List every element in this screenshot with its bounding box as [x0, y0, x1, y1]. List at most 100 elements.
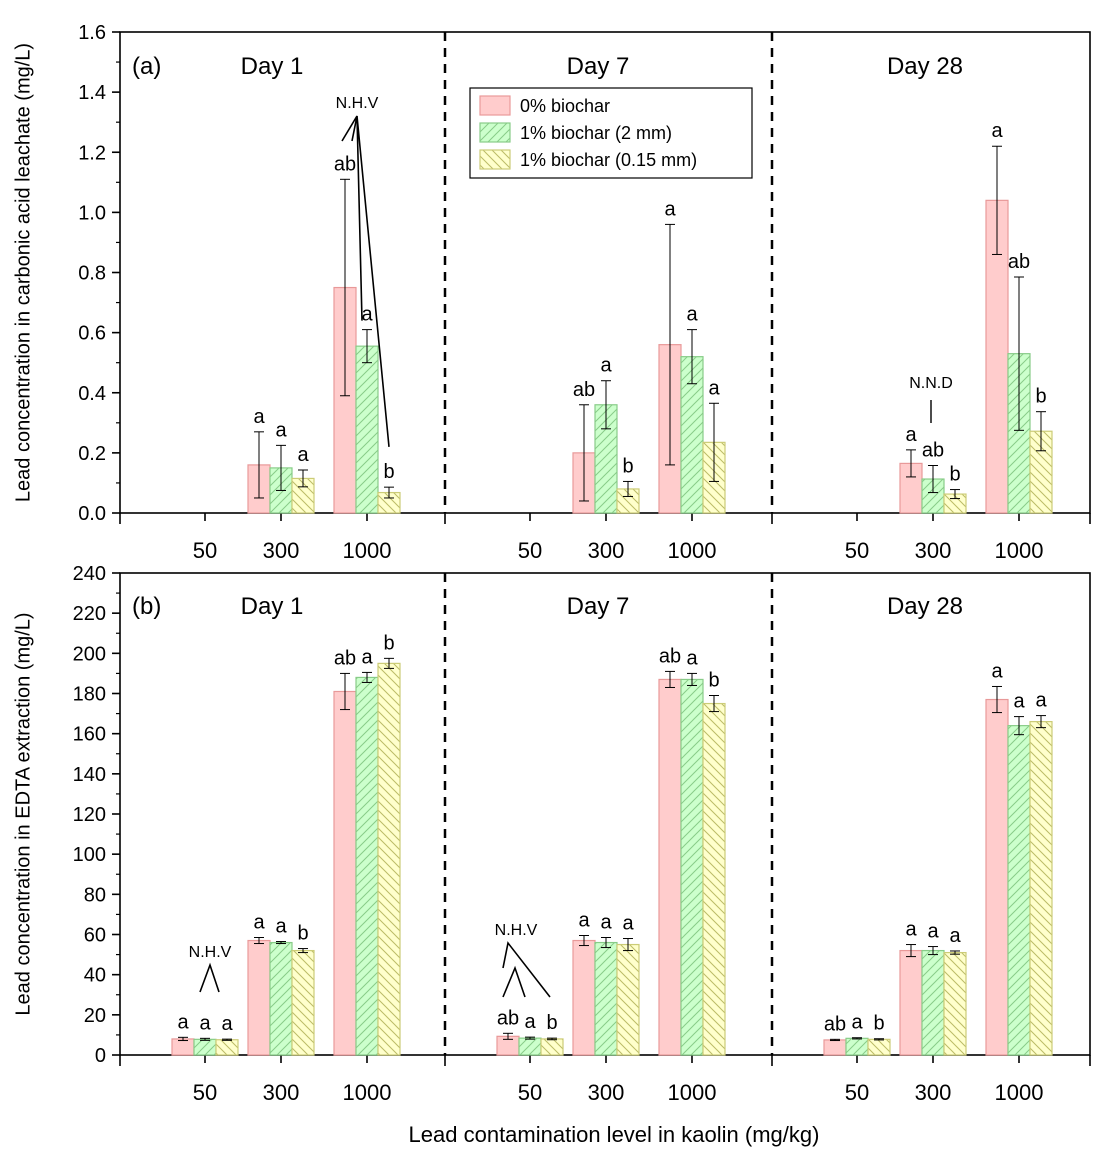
significance-letter: ab [1008, 251, 1030, 273]
significance-letter: a [199, 1012, 211, 1034]
y-tick-label: 1.4 [78, 82, 106, 104]
bar [702, 702, 726, 1056]
x-tick-label: 50 [845, 538, 869, 563]
bar [355, 676, 379, 1056]
bar [518, 1037, 542, 1056]
significance-letter: a [851, 1012, 863, 1034]
significance-letter: b [949, 464, 960, 486]
significance-letter: b [873, 1013, 884, 1035]
bar [658, 678, 682, 1056]
bar [1007, 725, 1031, 1056]
significance-letter: a [275, 916, 287, 938]
bar [333, 690, 357, 1056]
x-tick-label: 1000 [668, 1080, 717, 1105]
y-tick-label: 160 [73, 724, 106, 746]
bar [680, 678, 704, 1056]
significance-letter: a [361, 304, 373, 326]
legend-swatch [479, 149, 511, 170]
annotation-pointer [356, 115, 390, 447]
day-title: Day 28 [887, 593, 963, 620]
panel-b: 0 20 40 60 80 100 120 140 160 180 200 220 240 Day 1 50… [12, 563, 1091, 1105]
x-tick-label: 300 [263, 1080, 300, 1105]
legend-swatch [479, 95, 511, 116]
y-tick-label: 0.8 [78, 263, 106, 285]
significance-letter: b [546, 1012, 557, 1034]
y-tick-label: 0.4 [78, 383, 106, 405]
y-tick-label: 100 [73, 844, 106, 866]
legend-label: 1% biochar (2 mm) [520, 123, 672, 143]
y-tick-label: 240 [73, 563, 106, 585]
significance-letter: ab [922, 440, 944, 462]
annotation-pointer [502, 941, 551, 998]
x-tick-label: 50 [518, 538, 542, 563]
x-tick-label: 50 [193, 1080, 217, 1105]
bar [269, 941, 293, 1056]
panel-a-y-axis-label: Lead concentration in carbonic acid leac… [12, 43, 34, 502]
x-tick-label: 50 [845, 1080, 869, 1105]
y-tick-label: 140 [73, 764, 106, 786]
significance-letter: b [297, 923, 308, 945]
significance-letter: b [383, 632, 394, 654]
day-title: Day 1 [241, 593, 304, 620]
significance-letter: a [905, 424, 917, 446]
significance-letter: a [949, 925, 961, 947]
y-tick-label: 0.2 [78, 443, 106, 465]
legend-box [469, 87, 753, 179]
bar [943, 951, 967, 1056]
y-tick-label: 1.6 [78, 22, 106, 44]
significance-letter: a [622, 913, 634, 935]
legend-swatch [479, 122, 511, 143]
day-title: Day 28 [887, 53, 963, 80]
bar [377, 662, 401, 1056]
bar [193, 1038, 217, 1056]
significance-letter: ab [824, 1013, 846, 1035]
y-tick-label: 0.6 [78, 323, 106, 345]
significance-letter: b [622, 455, 633, 477]
y-tick-label: 60 [84, 925, 106, 947]
significance-letter: a [708, 377, 720, 399]
significance-letter: ab [334, 647, 356, 669]
annotation-nhv: N.H.V [189, 944, 232, 961]
x-tick-label: 300 [588, 1080, 625, 1105]
significance-letter: a [991, 660, 1003, 682]
significance-letter: b [1035, 386, 1046, 408]
bar [1029, 721, 1053, 1056]
x-axis-label: Lead contamination level in kaolin (mg/k… [409, 1122, 820, 1147]
bar [845, 1037, 869, 1056]
bar [823, 1039, 847, 1056]
day-title: Day 7 [567, 53, 630, 80]
y-tick-label: 200 [73, 643, 106, 665]
x-tick-label: 1000 [343, 1080, 392, 1105]
day-title: Day 1 [241, 53, 304, 80]
y-tick-label: 180 [73, 684, 106, 706]
annotation-pointer [199, 962, 220, 993]
significance-letter: a [253, 912, 265, 934]
significance-letter: ab [659, 645, 681, 667]
annotation-nnd: N.N.D [909, 375, 953, 392]
legend-label: 0% biochar [520, 96, 610, 116]
legend-label: 1% biochar (0.15 mm) [520, 150, 697, 170]
significance-letter: a [221, 1013, 233, 1035]
significance-letter: a [905, 919, 917, 941]
significance-letter: ab [334, 153, 356, 175]
x-tick-label: 50 [193, 538, 217, 563]
y-tick-label: 0.0 [78, 503, 106, 525]
bar [985, 698, 1009, 1056]
significance-letter: a [664, 198, 676, 220]
y-tick-label: 120 [73, 804, 106, 826]
x-tick-label: 1000 [995, 538, 1044, 563]
significance-letter: b [383, 461, 394, 483]
annotation-nhv: N.H.V [495, 922, 538, 939]
bar [540, 1038, 564, 1056]
x-tick-label: 300 [915, 538, 952, 563]
y-tick-label: 0 [95, 1045, 106, 1067]
significance-letter: a [600, 912, 612, 934]
bar [899, 949, 923, 1056]
bar [291, 949, 315, 1056]
significance-letter: a [578, 910, 590, 932]
significance-letter: a [524, 1011, 536, 1033]
annotation-pointer [341, 115, 358, 142]
panel-a-label: (a) [132, 53, 161, 80]
significance-letter: a [1035, 690, 1047, 712]
